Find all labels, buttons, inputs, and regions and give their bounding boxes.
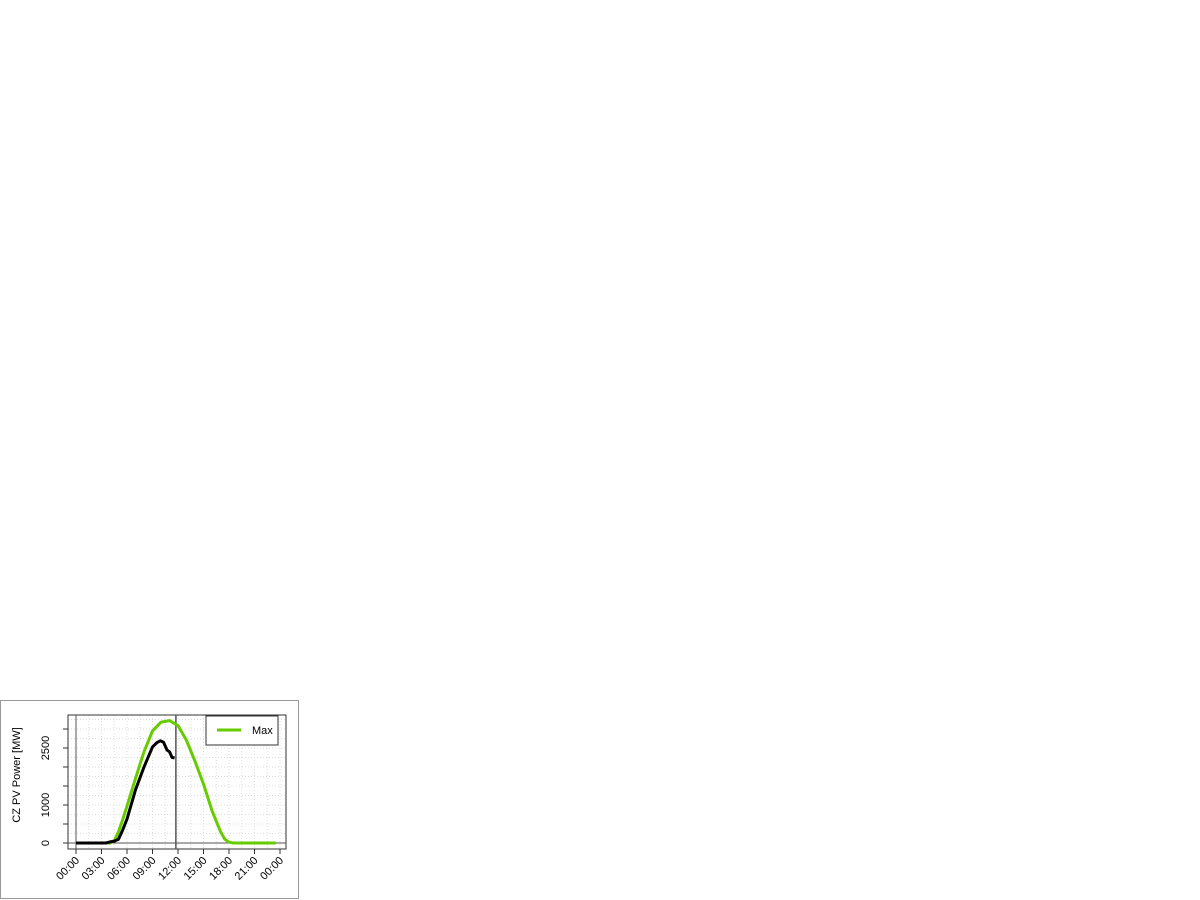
y-tick-label: 0	[40, 840, 52, 846]
x-tick-label: 21:00	[233, 855, 261, 883]
x-tick-label: 00:00	[54, 855, 82, 883]
legend: Max	[205, 715, 279, 746]
y-tick-label: 1000	[40, 793, 52, 817]
chart-panel: 0 1000 2500 00:00 03:00 06:00 09:00 12:00 15:00 1…	[0, 700, 299, 899]
series-line-actual	[76, 739, 175, 845]
x-tick-label: 09:00	[131, 855, 159, 883]
x-tick-label: 00:00	[258, 855, 286, 883]
legend-label-max: Max	[252, 725, 273, 737]
x-tick-label: 15:00	[182, 855, 210, 883]
pv-power-chart: 01000250000:0003:0006:0009:0012:0015:001…	[11, 714, 287, 883]
x-tick-label: 12:00	[156, 855, 184, 883]
x-tick-label: 06:00	[105, 855, 133, 883]
plot-box	[67, 714, 287, 850]
y-axis-label: CZ PV Power [MW]	[11, 727, 23, 822]
series-lines	[76, 719, 276, 845]
y-tick-label: 2500	[40, 736, 52, 760]
x-tick-label: 18:00	[207, 855, 235, 883]
x-tick-label: 03:00	[80, 855, 108, 883]
grid	[68, 715, 286, 849]
